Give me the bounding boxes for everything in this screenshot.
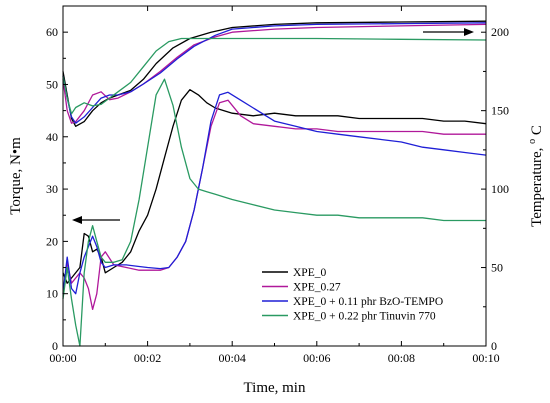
series-line-torque	[62, 89, 487, 284]
y-left-tick-label: 60	[46, 25, 58, 39]
y-right-axis-title: Temperature, o C	[523, 125, 545, 227]
plot-frame	[62, 5, 487, 347]
y-right-tick-label: 100	[491, 182, 509, 196]
legend-label: XPE_0 + 0.11 phr BzO-TEMPO	[293, 296, 443, 308]
series-line-torque	[62, 99, 486, 311]
axes	[62, 5, 487, 347]
series-line-torque	[62, 78, 486, 347]
y-right-axis-title-unit: C	[529, 125, 545, 135]
series-line-temperature	[62, 20, 487, 127]
x-tick-label: 00:00	[49, 351, 76, 365]
x-axis-title: Time, min	[244, 380, 306, 396]
y-left-tick-label: 0	[52, 339, 58, 353]
y-right-tick-label: 150	[491, 104, 509, 118]
y-left-tick-label: 30	[46, 182, 58, 196]
y-left-tick-label: 50	[46, 77, 58, 91]
x-tick-label: 00:08	[388, 351, 415, 365]
legend-label: XPE_0	[293, 267, 326, 279]
legend-label: XPE_0.27	[293, 282, 341, 294]
x-tick-label: 00:04	[219, 351, 246, 365]
y-left-tick-label: 10	[46, 287, 58, 301]
series-line-torque	[62, 91, 487, 295]
y-right-tick-label: 50	[491, 261, 503, 275]
x-tick-label: 00:10	[472, 351, 499, 365]
series-line-temperature	[62, 37, 487, 115]
right-arrow-icon	[464, 28, 474, 36]
axis-arrows	[72, 28, 474, 224]
x-tick-label: 00:06	[303, 351, 330, 365]
ticks: 00:00 00:02 00:04 00:06 00:08 00:100102030405…	[46, 5, 509, 365]
y-left-tick-label: 20	[46, 234, 58, 248]
left-arrow-icon	[72, 216, 82, 224]
x-tick-label: 00:02	[134, 351, 161, 365]
series-group	[62, 20, 487, 347]
y-left-tick-label: 40	[46, 130, 58, 144]
y-right-axis-title-degree: o	[527, 139, 538, 144]
y-right-tick-label: 0	[491, 339, 497, 353]
legend-label: XPE_0 + 0.22 phr Tinuvin 770	[293, 311, 436, 323]
series-line-temperature	[62, 22, 487, 124]
legend: XPE_0 XPE_0.27 XPE_0 + 0.11 phr BzO-TEMPO X…	[262, 267, 443, 323]
y-right-axis-title-main: Temperature,	[529, 144, 545, 227]
y-right-tick-label: 200	[491, 25, 509, 39]
y-left-axis-title: Torque, N•m	[8, 137, 24, 215]
